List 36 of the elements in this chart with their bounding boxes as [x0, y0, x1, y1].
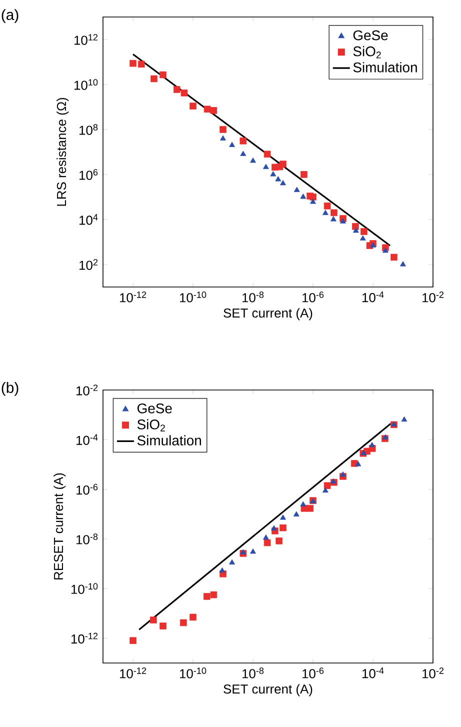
y-tick-label: 10$^{8}$ [80, 124, 98, 135]
y-tick-label: 10$^{2}$ [80, 259, 98, 270]
x-tick-label: 10$^{-10}$ [180, 292, 206, 302]
y-axis-title: RESET current (A) [54, 473, 66, 580]
x-axis-title: SET current (A) [224, 308, 312, 320]
y-tick-label: 10$^{-2}$ [76, 384, 98, 396]
x-tick-label: 10$^{-2}$ [422, 292, 444, 302]
x-tick-label: 10$^{-4}$ [362, 292, 384, 302]
legend-label: SiO$_{2}$ [137, 419, 165, 432]
x-tick-label: 10$^{-2}$ [422, 668, 444, 678]
y-tick-label: 10$^{10}$ [74, 79, 98, 90]
x-tick-label: 10$^{-8}$ [242, 292, 264, 302]
y-tick-label: 10$^{4}$ [80, 214, 98, 225]
text: (b) [2, 382, 18, 396]
y-tick-label: 10$^{6}$ [80, 169, 98, 180]
text: (a) [2, 9, 18, 24]
legend-label: SiO$_{2}$ [353, 46, 381, 58]
legend-label: Simulation [353, 62, 417, 72]
x-axis-title: SET current (A) [224, 684, 312, 696]
x-tick-label: 10$^{-12}$ [120, 292, 146, 302]
y-tick-label: 10$^{12}$ [74, 34, 98, 45]
x-tick-label: 10$^{-4}$ [362, 668, 384, 678]
x-tick-label: 10$^{-6}$ [302, 668, 324, 678]
y-tick-label: 10$^{-8}$ [76, 534, 98, 544]
x-tick-label: 10$^{-8}$ [242, 668, 264, 678]
legend-label: GeSe [137, 403, 172, 414]
y-tick-label: 10$^{-4}$ [76, 434, 98, 445]
x-tick-label: 10$^{-10}$ [180, 668, 206, 678]
y-tick-label: 10$^{-6}$ [76, 484, 98, 495]
y-axis-title: LRS resistance (Ω) [56, 98, 69, 206]
x-tick-label: 10$^{-12}$ [120, 668, 146, 678]
y-tick-label: 10$^{-10}$ [71, 583, 98, 594]
legend-label: GeSe [353, 30, 388, 40]
x-tick-label: 10$^{-6}$ [302, 292, 324, 302]
legend-label: Simulation [137, 435, 202, 446]
y-tick-label: 10$^{-12}$ [71, 632, 98, 644]
